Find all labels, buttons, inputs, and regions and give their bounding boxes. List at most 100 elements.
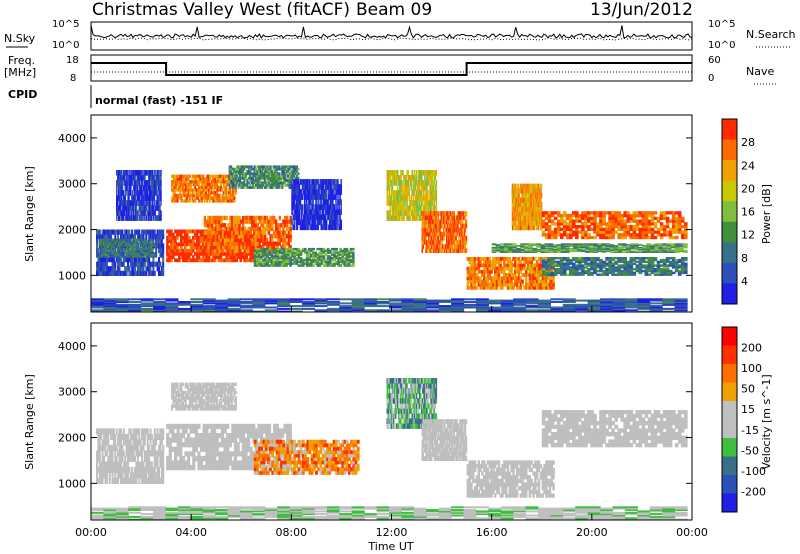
heatmap-cell <box>322 224 325 231</box>
heatmap-cell <box>289 215 292 221</box>
heatmap-cell <box>434 205 437 211</box>
heatmap-cell <box>126 255 128 258</box>
heatmap-cell <box>103 229 106 235</box>
heatmap-cell <box>131 270 134 276</box>
heatmap-cell <box>409 175 411 181</box>
heatmap-cell <box>274 245 278 250</box>
heatmap-cell <box>170 248 173 253</box>
heatmap-cell <box>506 257 510 261</box>
heatmap-cell <box>293 247 297 251</box>
heatmap-cell <box>227 242 231 247</box>
heatmap-cell <box>291 176 294 180</box>
heatmap-cell <box>297 247 301 251</box>
heatmap-cell <box>135 244 137 247</box>
heatmap-cell <box>435 211 438 216</box>
heatmap-cell <box>388 210 391 216</box>
heatmap-cell <box>217 196 220 200</box>
heatmap-cell <box>420 190 423 196</box>
heatmap-cell <box>331 184 333 190</box>
heatmap-cell <box>442 244 444 249</box>
heatmap-cell <box>119 242 121 245</box>
heatmap-cell <box>448 240 451 245</box>
heatmap-cell <box>260 237 263 243</box>
heatmap-cell <box>447 223 450 229</box>
heatmap-cell <box>132 252 135 258</box>
heatmap-cell <box>308 255 311 258</box>
heatmap-cell <box>293 165 296 169</box>
heatmap-cell <box>236 181 239 185</box>
heatmap-cell <box>435 185 438 191</box>
heatmap-cell <box>289 230 292 235</box>
heatmap-cell <box>434 219 437 225</box>
heatmap-cell <box>122 195 125 201</box>
heatmap-cell <box>512 211 514 217</box>
heatmap-cell <box>343 257 347 260</box>
heatmap-cell <box>335 224 337 231</box>
heatmap-cell <box>135 255 137 258</box>
heatmap-cell <box>139 257 142 263</box>
heatmap-cell <box>147 255 150 258</box>
heatmap-cell <box>445 227 447 233</box>
heatmap-cell <box>258 234 261 239</box>
heatmap-cell <box>276 257 280 260</box>
heatmap-cell <box>335 199 337 205</box>
heatmap-cell <box>155 243 158 249</box>
heatmap-cell <box>427 195 429 201</box>
heatmap-cell <box>119 249 121 253</box>
heatmap-cell <box>119 240 121 243</box>
heatmap-cell <box>147 200 149 206</box>
heatmap-cell <box>281 165 284 169</box>
heatmap-cell <box>147 242 150 245</box>
heatmap-cell <box>217 193 220 198</box>
heatmap-cell <box>429 240 431 245</box>
power-heatmap <box>91 165 688 312</box>
heatmap-cell <box>260 245 263 250</box>
heatmap-cell <box>257 174 260 178</box>
heatmap-cell <box>526 220 528 226</box>
heatmap-cell <box>154 185 156 191</box>
heatmap-cell <box>211 215 214 221</box>
heatmap-cell <box>152 190 155 196</box>
heatmap-cell <box>282 170 285 173</box>
heatmap-cell <box>269 167 272 171</box>
heatmap-cell <box>184 255 187 259</box>
heatmap-cell <box>473 257 477 261</box>
heatmap-cell <box>255 253 259 256</box>
heatmap-cell <box>254 234 258 239</box>
heatmap-cell <box>436 211 439 216</box>
heatmap-cell <box>525 276 528 281</box>
heatmap-cell <box>463 223 466 229</box>
heatmap-cell <box>314 179 316 185</box>
heatmap-cell <box>146 261 149 267</box>
heatmap-cell <box>514 206 516 212</box>
heatmap-cell <box>292 224 294 231</box>
heatmap-cell <box>324 204 327 210</box>
heatmap-cell <box>492 282 495 287</box>
heatmap-cell <box>310 214 312 220</box>
heatmap-cell <box>322 194 325 200</box>
heatmap-cell <box>339 258 342 262</box>
heatmap-cell <box>255 255 259 258</box>
heatmap-cell <box>151 175 154 181</box>
heatmap-cell <box>393 200 396 206</box>
heatmap-cell <box>187 185 190 189</box>
freq-tick-bottom: 8 <box>70 73 76 84</box>
heatmap-cell <box>512 197 514 203</box>
heatmap-cell <box>229 248 232 254</box>
heatmap-cell <box>134 200 137 206</box>
heatmap-cell <box>271 237 274 243</box>
heatmap-cell <box>297 184 300 190</box>
heatmap-cell <box>135 257 138 263</box>
heatmap-cell <box>293 199 295 205</box>
heatmap-cell <box>464 211 467 216</box>
heatmap-cell <box>227 226 230 232</box>
heatmap-cell <box>143 247 145 251</box>
heatmap-cell <box>128 185 130 191</box>
heatmap-cell <box>129 249 132 253</box>
heatmap-cell <box>225 188 228 192</box>
heatmap-cell <box>326 184 329 190</box>
heatmap-cell <box>423 211 425 216</box>
heatmap-cell <box>484 285 488 290</box>
heatmap-cell <box>97 229 100 235</box>
heatmap-cell <box>479 282 482 287</box>
